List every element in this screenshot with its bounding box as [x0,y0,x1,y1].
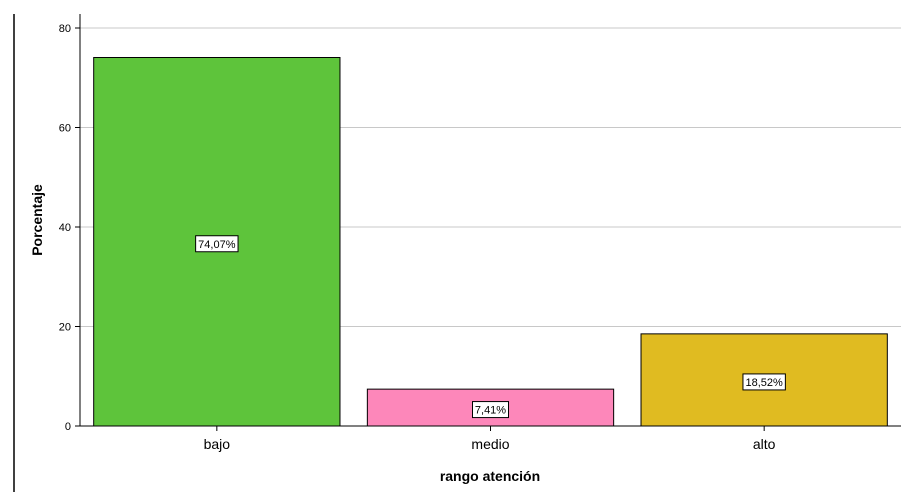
bars: 74,07% 7,41% 18,52% [93,57,888,427]
data-label-box [195,235,239,253]
y-tick-label: 40 [59,222,71,234]
data-label: 7,41% [475,405,506,417]
data-label-box [742,373,786,391]
data-label: 18,52% [746,377,784,389]
axes: 0 20 40 60 80 bajo medio alto [59,14,901,452]
data-label-box [472,401,509,419]
y-tick-label: 0 [65,421,71,433]
data-label: 74,07% [198,239,236,251]
x-tick-label: alto [753,436,776,452]
y-axis-title: Porcentaje [29,184,45,256]
x-axis-title: rango atención [440,468,540,484]
x-tick-label: medio [471,436,509,452]
x-tick-label: bajo [204,436,231,452]
y-tick-label: 80 [59,23,71,35]
y-tick-label: 20 [59,322,71,334]
y-tick-label: 60 [59,123,71,135]
